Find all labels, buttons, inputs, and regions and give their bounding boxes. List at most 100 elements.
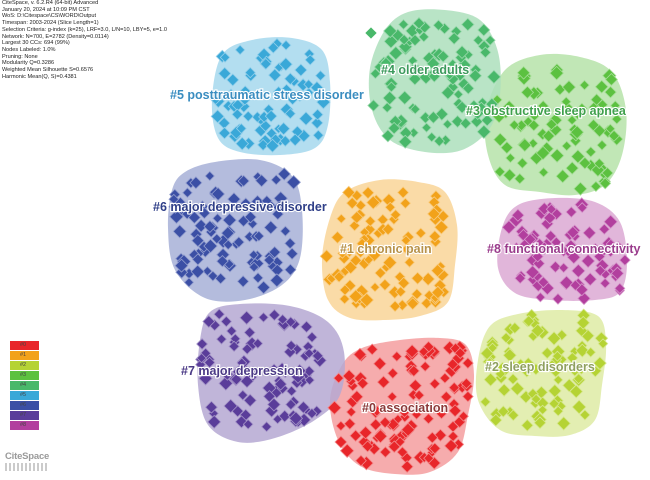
cluster-node [537, 100, 550, 113]
cluster-node [411, 288, 423, 300]
cluster-node [237, 174, 250, 188]
cluster-node [408, 33, 422, 47]
cluster-node [361, 440, 374, 453]
cluster-node [189, 176, 203, 190]
cluster-node [593, 356, 607, 371]
cluster-node [547, 383, 562, 398]
cluster-node [381, 223, 395, 236]
cluster-node [480, 346, 494, 361]
cluster-node [339, 443, 355, 458]
cluster-node [411, 271, 425, 285]
cluster-node [561, 80, 577, 95]
cluster-node [535, 291, 546, 303]
cluster-node [585, 346, 597, 358]
cluster-label-5: #5 posttraumatic stress disorder [170, 88, 364, 102]
cluster-node [383, 34, 399, 49]
cluster-node [327, 400, 342, 415]
cluster-node [455, 100, 469, 114]
cluster-node [565, 161, 579, 175]
cluster-node [432, 19, 445, 31]
cluster-node [552, 293, 564, 305]
cluster-node [280, 83, 293, 97]
cluster-node [304, 374, 315, 386]
cluster-node [493, 132, 508, 147]
cluster-node [247, 365, 259, 378]
cluster-node [531, 250, 544, 263]
cluster-node [522, 314, 535, 328]
cluster-node [573, 373, 585, 385]
cluster-node [446, 358, 459, 371]
cluster-node [569, 279, 582, 291]
cluster-node [343, 417, 356, 430]
cluster-node [271, 208, 284, 221]
cluster-node [224, 88, 238, 101]
cluster-node [527, 119, 540, 132]
cluster-node [270, 263, 284, 277]
cluster-node [381, 102, 393, 114]
cluster-node [198, 207, 211, 220]
cluster-node [236, 275, 250, 288]
legend-swatch: #6 [10, 400, 39, 411]
cluster-node [243, 230, 256, 243]
cluster-node [172, 224, 187, 239]
cluster-node [311, 349, 324, 362]
cluster-node [364, 215, 376, 227]
cluster-node [561, 140, 572, 152]
cluster-node [220, 226, 235, 240]
cluster-node [399, 126, 413, 140]
cluster-node [439, 372, 451, 384]
cluster-node [546, 359, 559, 372]
cluster-node [452, 63, 465, 76]
cluster-node [334, 435, 348, 449]
cluster-node [429, 378, 441, 390]
cluster-labels: #0 association #1 chronic pain #2 sleep di… [152, 62, 642, 416]
legend-swatch: #0 [10, 341, 39, 351]
cluster-node [566, 225, 580, 239]
cluster-node [239, 310, 254, 325]
cluster-node [339, 284, 351, 296]
cluster-node [211, 186, 226, 201]
cluster-node [316, 94, 331, 110]
cluster-node [191, 253, 204, 266]
cluster-node [614, 282, 626, 294]
cluster-node [286, 385, 298, 397]
cluster-node [284, 263, 297, 276]
cluster-node [400, 422, 416, 437]
legend-swatch: #5 [10, 390, 39, 401]
cluster-node [255, 174, 269, 188]
cluster-node [397, 186, 410, 199]
cluster-node [191, 234, 205, 248]
cluster-node [261, 195, 273, 207]
cluster-node [516, 66, 531, 80]
cluster-node [222, 239, 234, 251]
cluster-node [421, 271, 436, 287]
cluster-node [596, 139, 608, 151]
cluster-node [428, 442, 441, 455]
cluster-node [350, 210, 364, 224]
cluster-node [549, 260, 562, 273]
legend-swatch: #4 [10, 380, 39, 391]
cluster-node [435, 407, 448, 420]
cluster-node [426, 131, 437, 143]
cluster-node [484, 34, 496, 46]
cluster-node [562, 378, 577, 393]
cluster-node [298, 111, 314, 126]
cluster-node [196, 338, 209, 350]
cluster-node [553, 374, 564, 385]
cluster-node [369, 282, 381, 293]
cluster-node [440, 85, 455, 100]
cluster-node [570, 149, 586, 164]
cluster-node [279, 135, 292, 147]
cluster-node [520, 365, 533, 378]
cluster-node [213, 308, 225, 320]
cluster-node [578, 156, 592, 170]
cluster-node [502, 348, 517, 363]
cluster-node [381, 129, 395, 143]
cluster-node [304, 54, 316, 66]
legend-swatch: #1 [10, 350, 39, 361]
cluster-node [451, 115, 465, 129]
cluster-node [422, 413, 435, 425]
cluster-node [604, 72, 618, 87]
cluster-node [264, 109, 278, 123]
cluster-node [566, 351, 579, 364]
